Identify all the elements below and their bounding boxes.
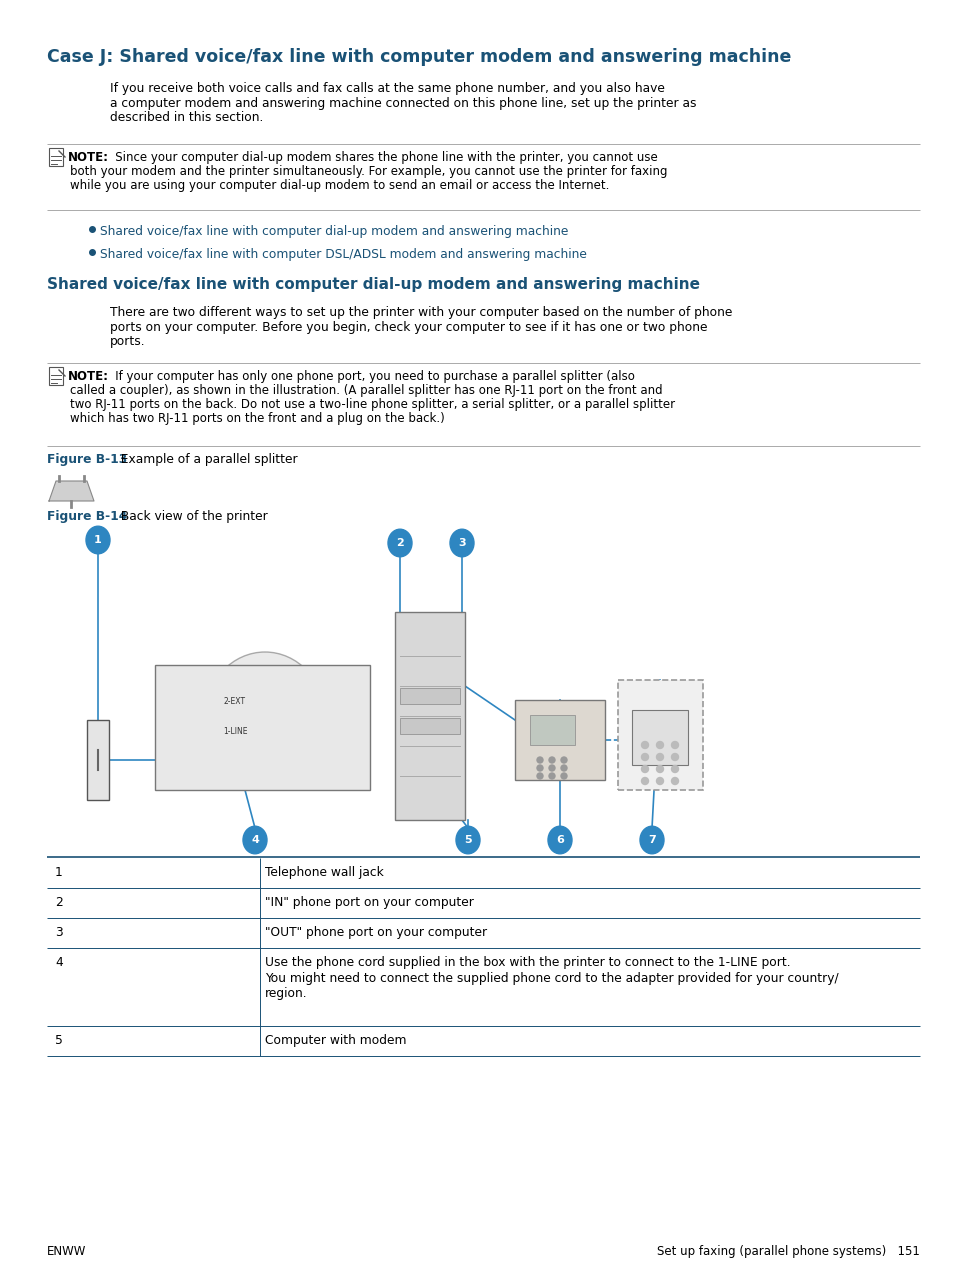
Circle shape [560,765,566,771]
Text: There are two different ways to set up the printer with your computer based on t: There are two different ways to set up t… [110,306,732,319]
Text: If your computer has only one phone port, you need to purchase a parallel splitt: If your computer has only one phone port… [104,370,634,384]
Text: Shared voice/fax line with computer DSL/ADSL modem and answering machine: Shared voice/fax line with computer DSL/… [100,248,586,262]
Text: called a coupler), as shown in the illustration. (A parallel splitter has one RJ: called a coupler), as shown in the illus… [70,384,662,398]
Text: If you receive both voice calls and fax calls at the same phone number, and you : If you receive both voice calls and fax … [110,83,664,95]
Text: described in this section.: described in this section. [110,110,263,124]
Text: 5: 5 [464,834,472,845]
Text: 3: 3 [457,538,465,547]
Ellipse shape [456,827,479,853]
Text: NOTE:: NOTE: [68,370,109,384]
Text: a computer modem and answering machine connected on this phone line, set up the : a computer modem and answering machine c… [110,97,696,109]
Circle shape [640,766,648,772]
Text: Telephone wall jack: Telephone wall jack [265,866,383,879]
Text: Set up faxing (parallel phone systems)   151: Set up faxing (parallel phone systems) 1… [657,1245,919,1259]
Text: 6: 6 [556,834,563,845]
Text: ports.: ports. [110,335,146,348]
Bar [154,665,370,790]
Circle shape [560,757,566,763]
Text: 1: 1 [55,866,63,879]
Text: while you are using your computer dial-up modem to send an email or access the I: while you are using your computer dial-u… [70,179,609,192]
Circle shape [548,757,555,763]
Bar [515,700,604,780]
Text: 3: 3 [55,926,63,939]
Text: Computer with modem: Computer with modem [265,1034,406,1046]
Text: Shared voice/fax line with computer dial-up modem and answering machine: Shared voice/fax line with computer dial… [47,277,700,292]
Text: 4: 4 [251,834,258,845]
Circle shape [548,773,555,779]
Bar [395,612,464,820]
Circle shape [671,766,678,772]
Circle shape [640,742,648,748]
Text: 1: 1 [94,535,102,545]
Circle shape [656,766,662,772]
Text: both your modem and the printer simultaneously. For example, you cannot use the : both your modem and the printer simultan… [70,165,667,178]
Text: Example of a parallel splitter: Example of a parallel splitter [112,453,297,466]
Circle shape [671,753,678,761]
Bar [49,367,63,385]
Text: two RJ-11 ports on the back. Do not use a two-line phone splitter, a serial spli: two RJ-11 ports on the back. Do not use … [70,398,675,411]
Text: 7: 7 [647,834,655,845]
Polygon shape [49,481,94,500]
Text: ports on your computer. Before you begin, check your computer to see if it has o: ports on your computer. Before you begin… [110,320,707,334]
Text: NOTE:: NOTE: [68,151,109,164]
Circle shape [671,777,678,785]
Bar [530,715,575,745]
Text: 4: 4 [55,956,63,969]
Circle shape [640,753,648,761]
Bar [399,718,459,734]
Text: Figure B-13: Figure B-13 [47,453,127,466]
Circle shape [656,777,662,785]
Text: Since your computer dial-up modem shares the phone line with the printer, you ca: Since your computer dial-up modem shares… [104,151,657,164]
Ellipse shape [639,827,663,853]
Bar [631,710,687,765]
Text: which has two RJ-11 ports on the front and a plug on the back.): which has two RJ-11 ports on the front a… [70,411,444,425]
Text: Shared voice/fax line with computer dial-up modem and answering machine: Shared voice/fax line with computer dial… [100,225,568,237]
Text: 2: 2 [395,538,403,547]
Text: "OUT" phone port on your computer: "OUT" phone port on your computer [265,926,487,939]
Text: 2-EXT: 2-EXT [224,697,246,706]
Circle shape [537,757,542,763]
Ellipse shape [450,530,474,556]
Text: Figure B-14: Figure B-14 [47,511,127,523]
Circle shape [537,765,542,771]
Circle shape [560,773,566,779]
Text: ENWW: ENWW [47,1245,87,1259]
Bar [49,149,63,166]
Text: You might need to connect the supplied phone cord to the adapter provided for yo: You might need to connect the supplied p… [265,972,838,999]
Circle shape [656,742,662,748]
Text: 5: 5 [55,1034,63,1046]
Circle shape [671,742,678,748]
Bar [399,688,459,704]
Bar [618,679,702,790]
Circle shape [548,765,555,771]
Text: "IN" phone port on your computer: "IN" phone port on your computer [265,897,474,909]
Text: Case J: Shared voice/fax line with computer modem and answering machine: Case J: Shared voice/fax line with compu… [47,48,791,66]
Ellipse shape [86,526,110,554]
Circle shape [537,773,542,779]
Ellipse shape [205,652,325,782]
Text: Back view of the printer: Back view of the printer [112,511,268,523]
Bar [87,720,109,800]
Text: 2: 2 [55,897,63,909]
Ellipse shape [243,827,267,853]
Ellipse shape [547,827,572,853]
Circle shape [640,777,648,785]
Ellipse shape [388,530,412,556]
Text: Use the phone cord supplied in the box with the printer to connect to the 1-LINE: Use the phone cord supplied in the box w… [265,956,790,969]
Text: 1-LINE: 1-LINE [222,728,247,737]
Circle shape [656,753,662,761]
